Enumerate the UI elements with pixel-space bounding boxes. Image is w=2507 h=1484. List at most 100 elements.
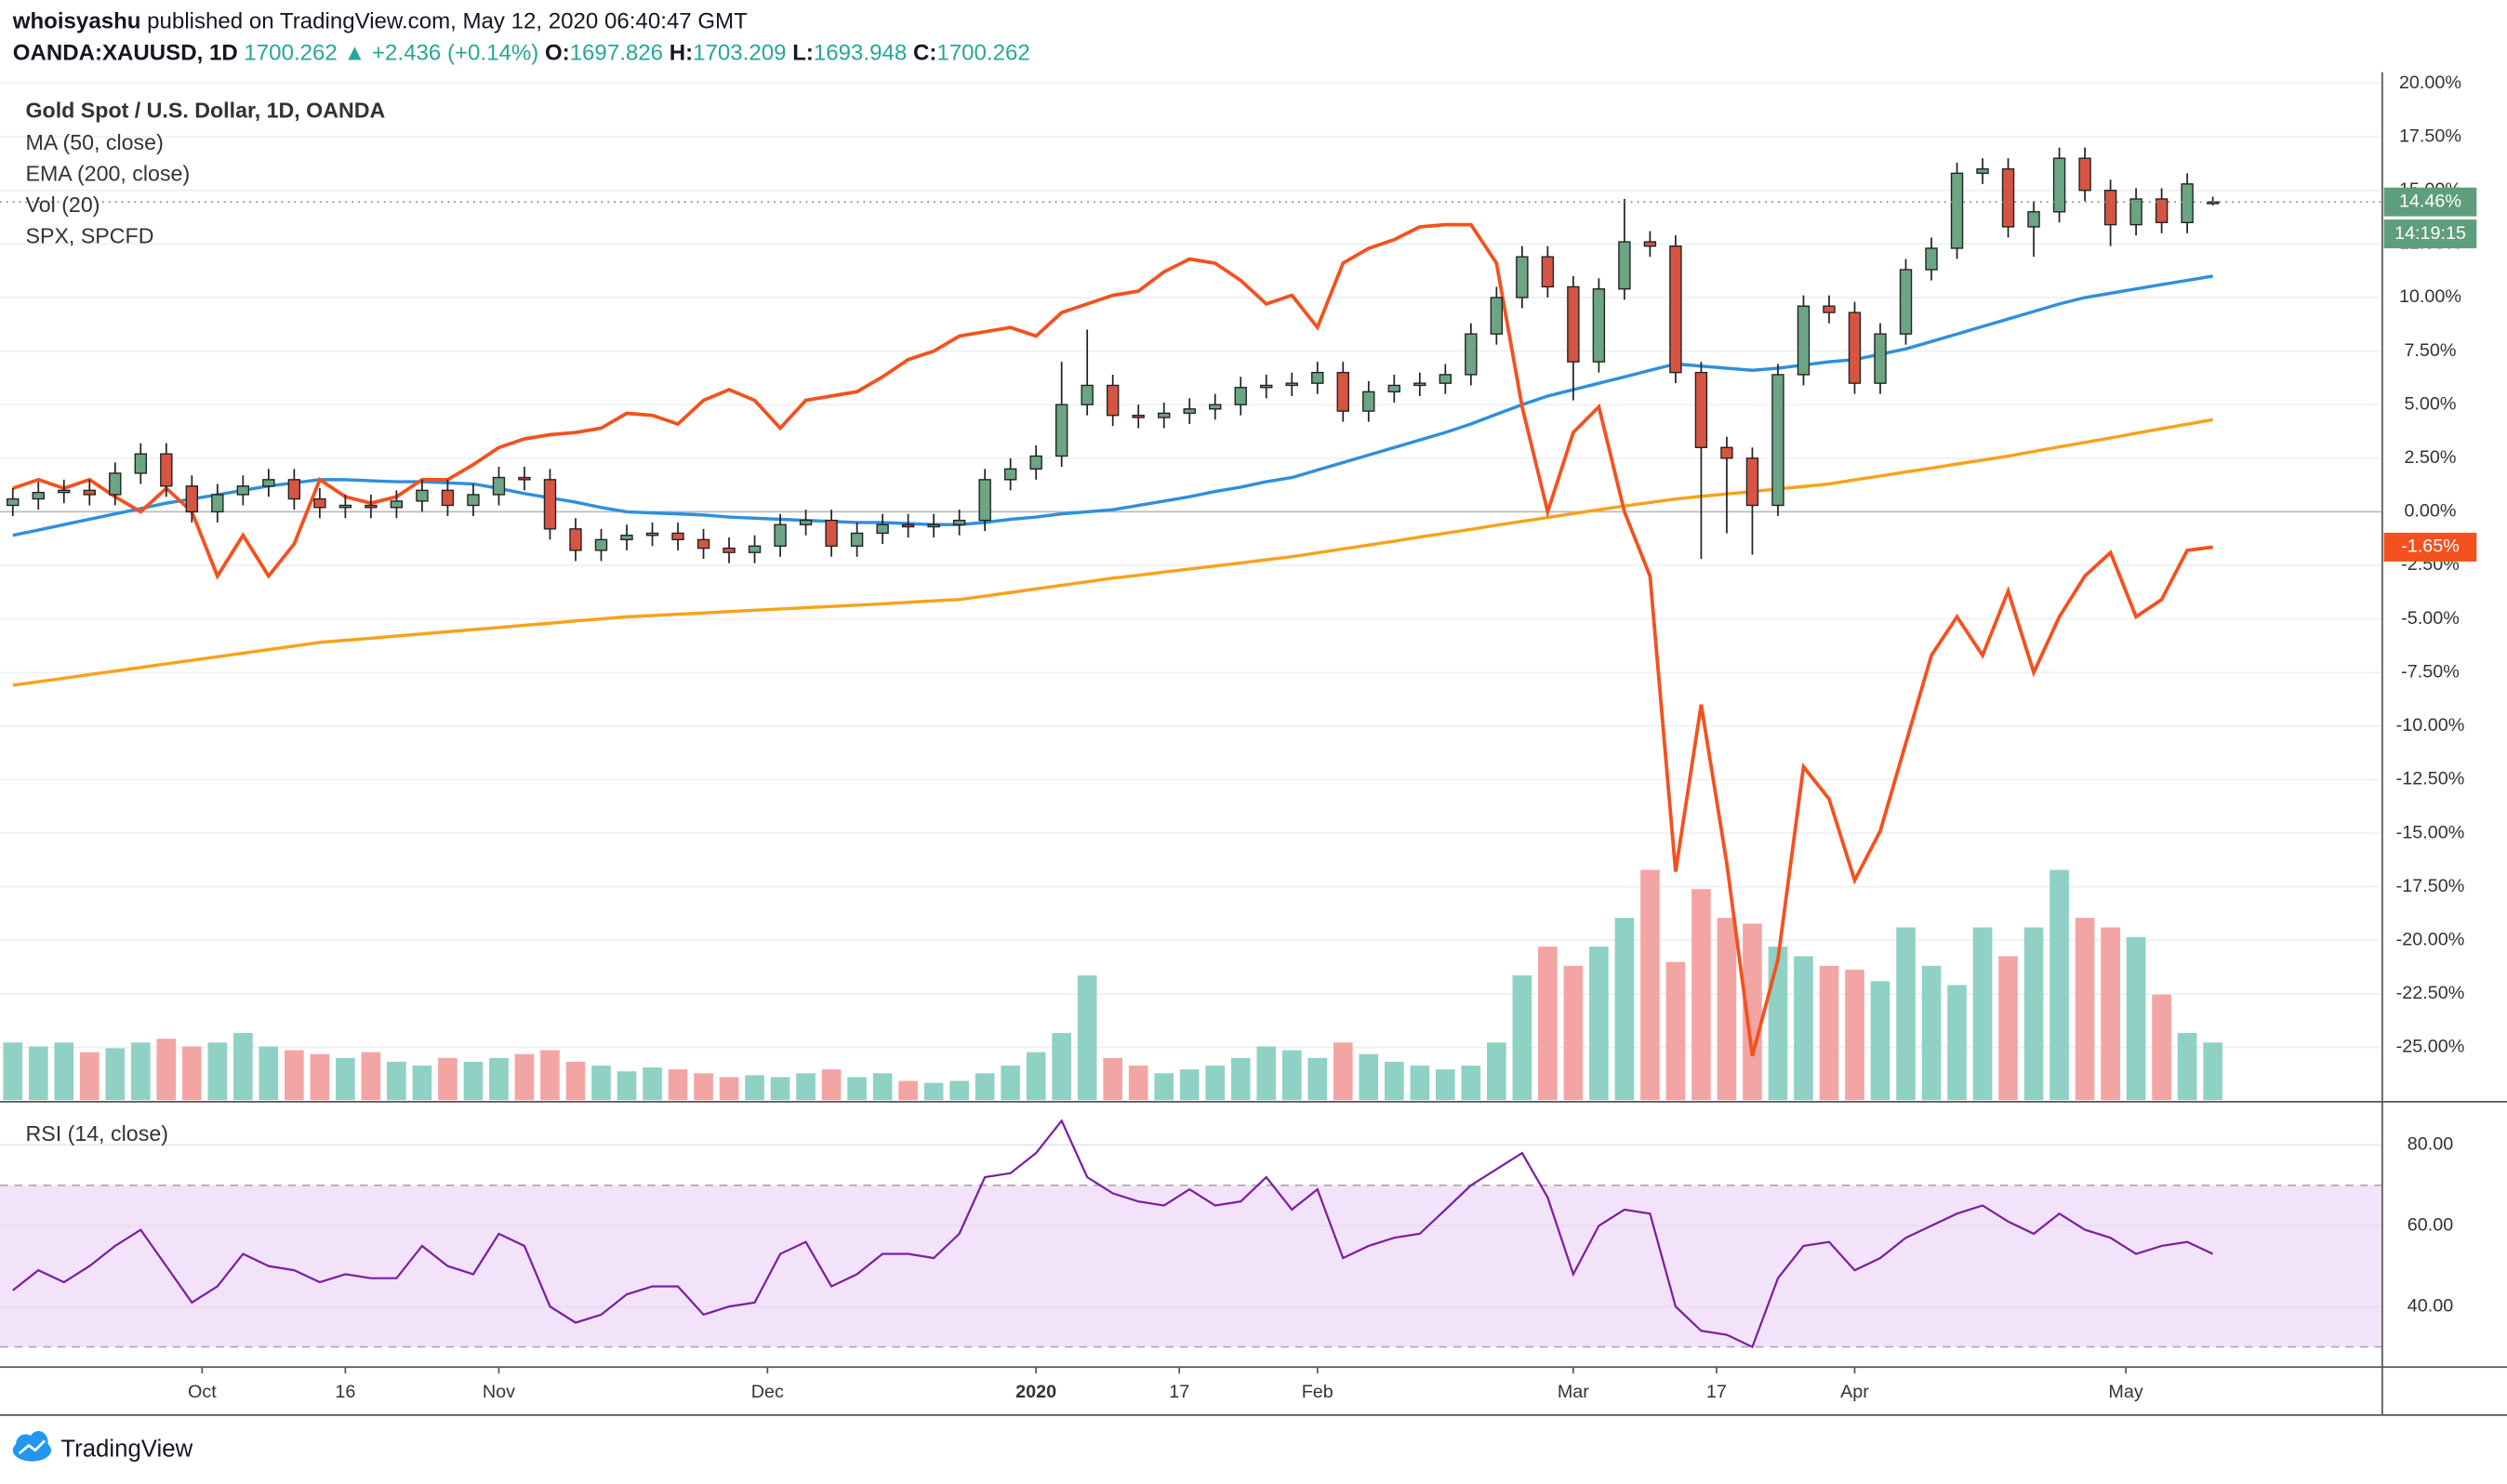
volume-bar <box>361 1052 381 1101</box>
volume-bar <box>207 1042 228 1101</box>
candle-body <box>467 494 480 507</box>
candle-body <box>1158 412 1171 418</box>
c-label: C: <box>913 41 936 66</box>
candle-body <box>901 523 915 528</box>
volume-bar <box>387 1061 406 1101</box>
open: 1697.826 <box>570 41 663 66</box>
volume-bar <box>1077 975 1097 1101</box>
candle-body <box>1669 245 1682 374</box>
volume-bar <box>898 1080 918 1101</box>
volume-bar <box>694 1073 713 1101</box>
candle-body <box>1592 288 1606 363</box>
legend-title: Gold Spot / U.S. Dollar, 1D, OANDA <box>26 99 386 123</box>
x-tick-label: 16 <box>335 1382 355 1402</box>
rsi-line <box>12 1119 2214 1349</box>
volume-bar <box>872 1073 893 1101</box>
y-tick-label: 80.00 <box>2408 1134 2453 1155</box>
author: whoisyashu <box>12 9 141 34</box>
low: 1693.948 <box>814 41 907 66</box>
candle-body <box>2027 211 2040 228</box>
candle-body <box>134 453 148 474</box>
indicator-line <box>12 222 2213 1057</box>
legend-entry: MA (50, close) <box>26 130 164 154</box>
candle-body <box>1516 256 1529 298</box>
volume-bar <box>79 1052 99 1101</box>
candle-body <box>1336 371 1349 412</box>
volume-bar <box>259 1046 279 1101</box>
x-tick-label: Oct <box>188 1382 217 1402</box>
candle-body <box>365 504 378 509</box>
y-tick-label: 5.00% <box>2404 393 2456 414</box>
candle-body <box>1260 384 1273 389</box>
x-tick-label: 2020 <box>1015 1382 1056 1402</box>
volume-bar <box>1001 1066 1020 1101</box>
legend-entry: SPX, SPCFD <box>26 224 154 248</box>
volume-bar <box>719 1077 739 1101</box>
volume-bar <box>2023 927 2044 1101</box>
candle-body <box>1925 247 1938 271</box>
volume-bar <box>2075 918 2095 1101</box>
y-tick-label: 40.00 <box>2408 1295 2453 1316</box>
y-tick-label: 10.00% <box>2399 286 2461 307</box>
volume-bar <box>1947 985 1967 1101</box>
candle-body <box>1618 241 1631 290</box>
price-label: -1.65% <box>2401 537 2460 557</box>
volume-bar <box>2049 869 2069 1101</box>
candle-body <box>1720 446 1733 459</box>
candle-body <box>1183 408 1196 415</box>
plot-area: 20.00%17.50%15.00%12.50%10.00%7.50%5.00%… <box>0 73 2477 1402</box>
volume-bar <box>1052 1032 1071 1101</box>
x-tick-label: Dec <box>751 1382 784 1402</box>
change: ▲ +2.436 (+0.14%) <box>343 41 538 66</box>
o-label: O: <box>545 41 570 66</box>
y-tick-label: 2.50% <box>2404 447 2456 468</box>
volume-bar <box>2101 927 2120 1101</box>
candle-body <box>1362 391 1375 412</box>
volume-bar <box>1281 1050 1302 1101</box>
volume-bar <box>1819 965 1839 1101</box>
candle-body <box>2103 190 2117 226</box>
close: 1700.262 <box>936 41 1029 66</box>
candle-body <box>1950 172 1964 249</box>
candle-body <box>1899 269 1913 335</box>
volume-bar <box>975 1073 995 1101</box>
indicator-line <box>12 417 2213 687</box>
candle-body <box>1643 241 1657 247</box>
indicator-line <box>12 274 2213 537</box>
y-tick-label: -22.50% <box>2396 983 2465 1003</box>
volume-bar <box>1691 889 1711 1101</box>
candle-body <box>748 545 762 553</box>
candle-body <box>645 532 659 537</box>
candle-body <box>1797 305 1811 376</box>
candle-body <box>2181 183 2194 224</box>
y-tick-label: -15.00% <box>2396 822 2465 842</box>
volume-bar <box>1768 947 1788 1101</box>
volume-bar <box>233 1032 253 1101</box>
volume-bar <box>182 1046 202 1101</box>
volume-bar <box>668 1069 688 1101</box>
candle-body <box>1745 457 1759 507</box>
y-tick-label: 17.50% <box>2399 126 2461 146</box>
candle-body <box>7 497 20 507</box>
candle-body <box>492 476 506 496</box>
volume-bar <box>2126 936 2146 1101</box>
y-tick-label: 20.00% <box>2399 73 2461 93</box>
candle-body <box>58 489 71 494</box>
volume-bar <box>285 1050 304 1101</box>
volume-bar <box>310 1053 330 1101</box>
volume-bar <box>1487 1042 1506 1101</box>
volume-bar <box>54 1042 74 1101</box>
y-tick-label: -5.00% <box>2401 608 2460 629</box>
candle-body <box>1387 384 1401 393</box>
candle-body <box>1490 297 1504 335</box>
published: published on TradingView.com, May 12, 20… <box>147 9 748 34</box>
rsi-band <box>0 1185 2382 1347</box>
volume-bar <box>1461 1066 1481 1101</box>
volume-bar <box>1972 927 1993 1101</box>
candle-body <box>1132 415 1145 418</box>
candle-body <box>2129 198 2142 226</box>
volume-bar <box>949 1080 969 1101</box>
candle-body <box>1413 382 1426 387</box>
high: 1703.209 <box>693 41 786 66</box>
